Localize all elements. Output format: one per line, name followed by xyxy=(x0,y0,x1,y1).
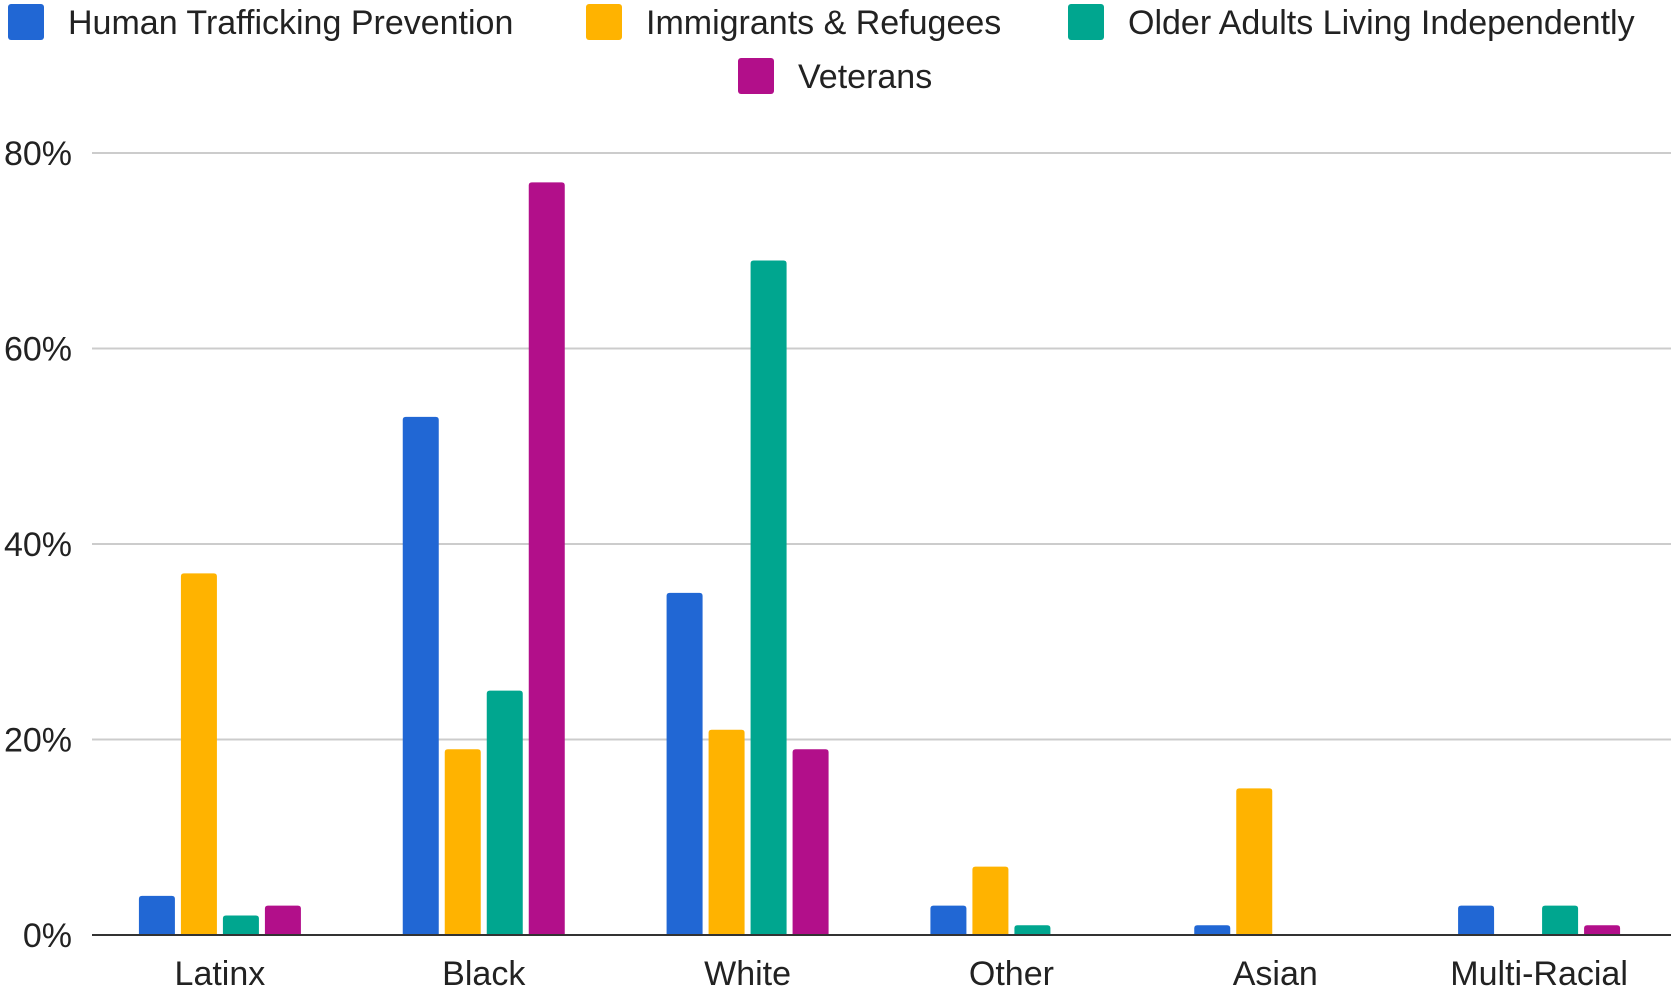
bar-black-veterans xyxy=(528,182,565,935)
legend-item-veterans: Veterans xyxy=(738,58,932,96)
x-tick-label: Multi-Racial xyxy=(1450,955,1628,991)
bar-asian-immigrants-and-refugees xyxy=(1236,788,1273,935)
legend-label: Older Adults Living Independently xyxy=(1128,4,1635,42)
bar-white-immigrants-and-refugees xyxy=(708,729,745,935)
bars xyxy=(138,182,1621,935)
bar-asian-human-trafficking-prevention xyxy=(1194,925,1231,935)
x-tick-label: Latinx xyxy=(175,955,266,991)
legend-label: Human Trafficking Prevention xyxy=(68,4,513,42)
bar-white-older-adults-living-independently xyxy=(750,260,787,935)
bar-multi-racial-veterans xyxy=(1584,925,1621,935)
legend-item-immigrants-and-refugees: Immigrants & Refugees xyxy=(586,4,1001,42)
legend-swatch xyxy=(1068,4,1104,40)
bar-other-immigrants-and-refugees xyxy=(972,866,1009,935)
legend-swatch xyxy=(8,4,44,40)
y-tick-label: 80% xyxy=(4,135,72,173)
y-tick-label: 40% xyxy=(4,526,72,564)
x-tick-label: Asian xyxy=(1233,955,1318,991)
bar-black-human-trafficking-prevention xyxy=(402,416,439,935)
legend-label: Immigrants & Refugees xyxy=(646,4,1001,42)
legend-item-older-adults-living-independently: Older Adults Living Independently xyxy=(1068,4,1635,42)
x-tick-label: White xyxy=(704,955,791,991)
bar-black-immigrants-and-refugees xyxy=(444,749,481,935)
legend-swatch xyxy=(586,4,622,40)
x-axis: Latinx Black White Other Asian Multi-Racial xyxy=(175,955,1628,991)
bar-multi-racial-older-adults-living-independently xyxy=(1542,905,1579,935)
gridlines xyxy=(92,152,1671,741)
bar-white-veterans xyxy=(792,749,829,935)
bar-multi-racial-human-trafficking-prevention xyxy=(1458,905,1495,935)
legend-swatch xyxy=(738,58,774,94)
bar-latinx-human-trafficking-prevention xyxy=(138,895,175,935)
legend-item-human-trafficking-prevention: Human Trafficking Prevention xyxy=(8,4,513,42)
x-tick-label: Black xyxy=(442,955,526,991)
y-tick-label: 60% xyxy=(4,331,72,369)
bar-latinx-immigrants-and-refugees xyxy=(180,573,217,935)
bar-latinx-veterans xyxy=(264,905,301,935)
bar-other-older-adults-living-independently xyxy=(1014,925,1051,935)
y-tick-label: 0% xyxy=(23,917,72,955)
bar-black-older-adults-living-independently xyxy=(486,690,523,935)
bar-latinx-older-adults-living-independently xyxy=(222,915,259,935)
y-axis: 0% 20% 40% 60% 80% xyxy=(4,135,72,955)
x-tick-label: Other xyxy=(969,955,1054,991)
bar-other-human-trafficking-prevention xyxy=(930,905,967,935)
y-tick-label: 20% xyxy=(4,722,72,760)
legend-label: Veterans xyxy=(798,58,932,96)
bar-white-human-trafficking-prevention xyxy=(666,592,703,935)
legend: Human Trafficking Prevention Immigrants &… xyxy=(8,4,1635,96)
